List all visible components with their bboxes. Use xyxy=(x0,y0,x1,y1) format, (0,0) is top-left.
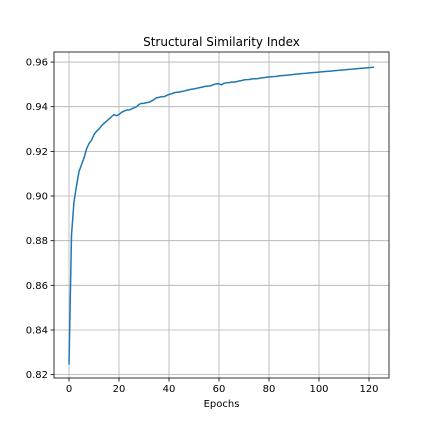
y-tick-label: 0.84 xyxy=(26,325,48,336)
plot-frame xyxy=(53,51,390,379)
grid-lines xyxy=(54,52,389,378)
y-tick-label: 0.90 xyxy=(26,192,48,203)
y-tick-label: 0.94 xyxy=(26,102,48,113)
y-tick-label: 0.86 xyxy=(26,281,48,292)
x-tick-label: 120 xyxy=(359,384,378,395)
x-tick-label: 20 xyxy=(113,384,126,395)
y-tick-label: 0.92 xyxy=(26,147,48,158)
x-tick-label: 60 xyxy=(213,384,226,395)
series-line xyxy=(68,66,375,365)
x-tick-label: 0 xyxy=(66,384,72,395)
y-tick-label: 0.88 xyxy=(26,236,48,247)
chart-title: Structural Similarity Index xyxy=(143,35,300,49)
x-tick-label: 80 xyxy=(263,384,276,395)
y-tick-label: 0.82 xyxy=(26,370,48,381)
axis-ticks: 0 20 40 60 80 100 120 0.82 0.84 0.86 0.88 0.90 0.92 0… xyxy=(26,58,379,395)
x-tick-label: 100 xyxy=(309,384,328,395)
y-tick-label: 0.96 xyxy=(26,58,48,69)
x-tick-label: 40 xyxy=(163,384,176,395)
x-axis-label: Epochs xyxy=(204,399,240,410)
